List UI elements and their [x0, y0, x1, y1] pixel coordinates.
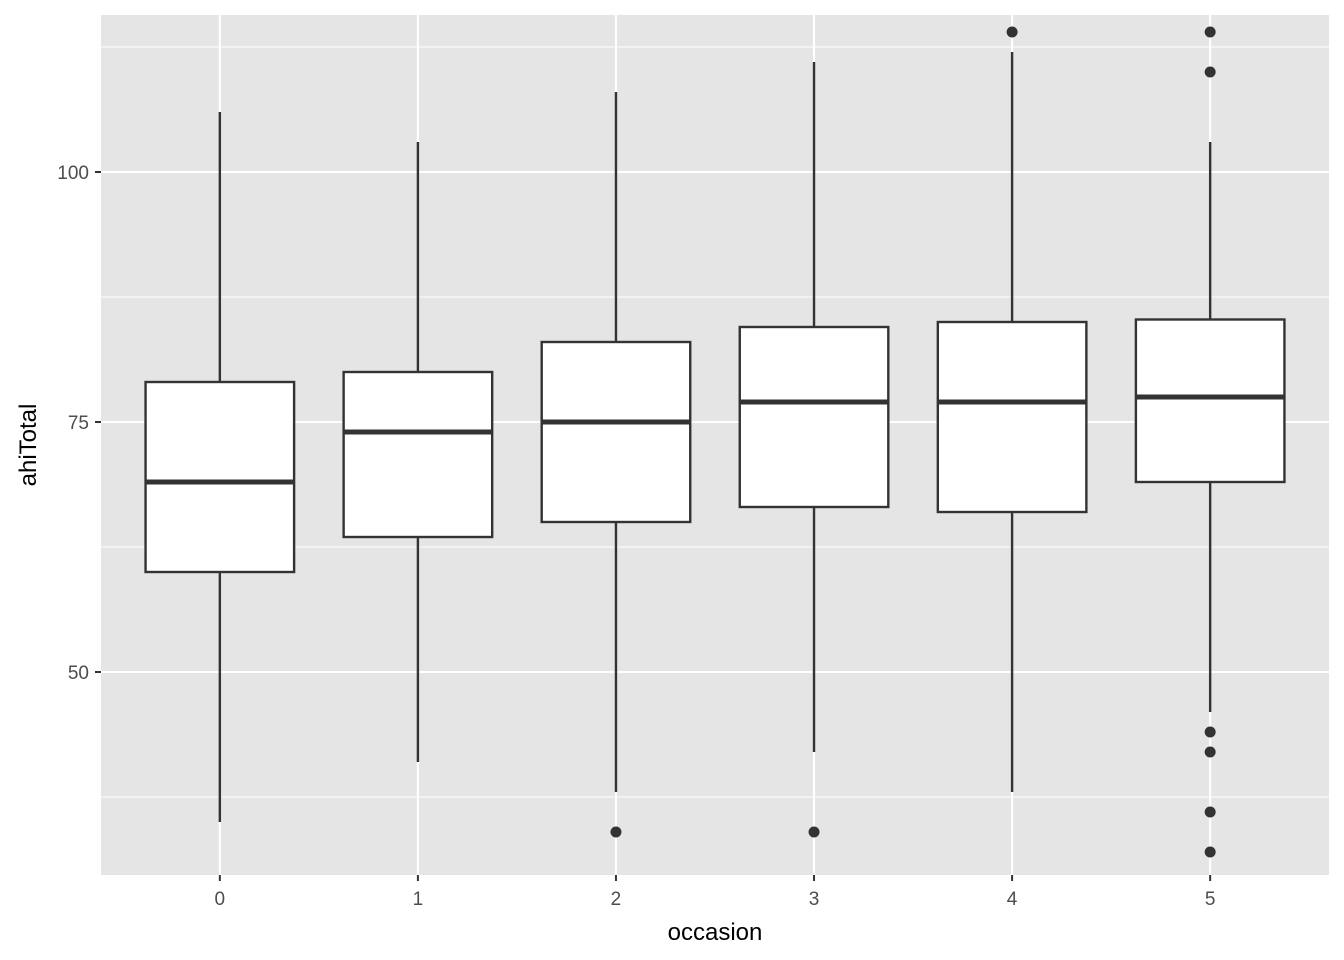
outlier-point	[1204, 66, 1216, 78]
box-iqr	[144, 380, 296, 574]
outlier-point	[610, 826, 622, 838]
y-tick-label: 50	[68, 663, 89, 684]
axis-ticks	[95, 171, 1212, 881]
box-iqr	[936, 320, 1088, 514]
y-tick-label: 100	[57, 163, 89, 184]
x-tick-label: 4	[1007, 889, 1018, 910]
x-tick-label: 5	[1205, 889, 1216, 910]
outlier-point	[1204, 746, 1216, 758]
outlier-point	[1204, 846, 1216, 858]
box-0	[144, 112, 296, 822]
box-iqr	[540, 340, 692, 524]
x-tick-label: 2	[611, 889, 622, 910]
box-iqr	[1134, 318, 1286, 484]
box-3	[738, 62, 890, 838]
outlier-point	[808, 826, 820, 838]
grid-minor	[101, 46, 1329, 798]
box-4	[936, 26, 1088, 792]
box-iqr	[738, 325, 890, 509]
box-1	[342, 142, 494, 762]
x-axis-title: occasion	[668, 919, 763, 946]
x-tick-label: 3	[809, 889, 820, 910]
x-tick-label: 1	[413, 889, 424, 910]
outlier-point	[1204, 726, 1216, 738]
boxes	[144, 26, 1286, 858]
box-5	[1134, 26, 1286, 858]
x-tick-label: 0	[215, 889, 226, 910]
y-axis-title: ahiTotal	[15, 404, 42, 487]
outlier-point	[1204, 26, 1216, 38]
plot-panel	[101, 15, 1329, 875]
outlier-point	[1006, 26, 1018, 38]
tick-labels: 50 75 100 0 1 2 3 4 5	[57, 163, 1215, 910]
box-iqr	[342, 370, 494, 539]
box-2	[540, 92, 692, 838]
y-tick-label: 75	[68, 413, 89, 434]
outlier-point	[1204, 806, 1216, 818]
